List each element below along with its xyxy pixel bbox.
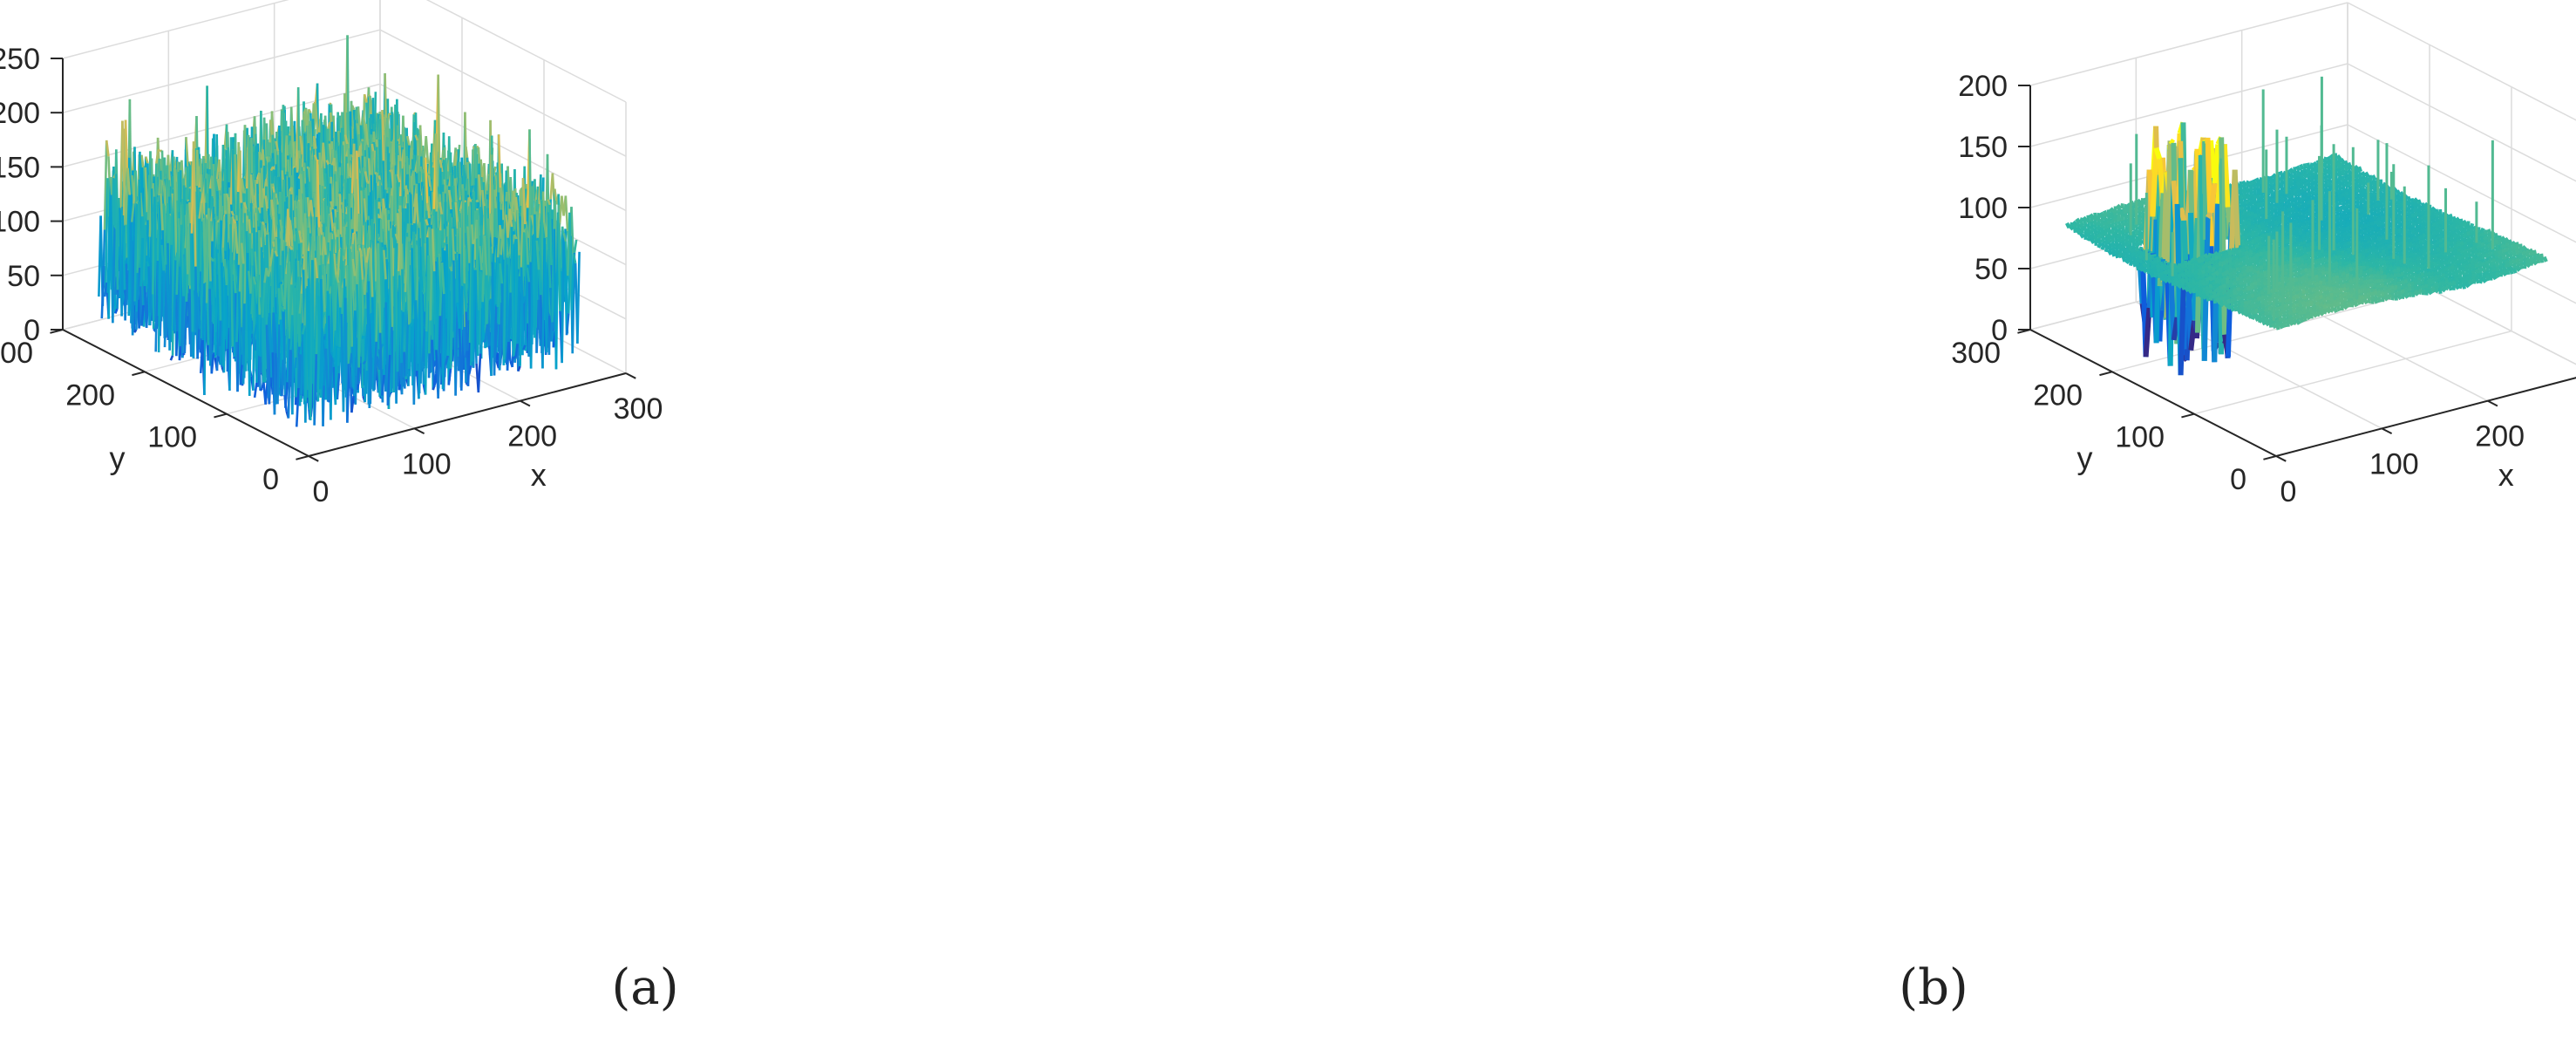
surface-segment bbox=[155, 149, 160, 164]
grid-line bbox=[62, 0, 289, 59]
surface-segment bbox=[145, 156, 149, 164]
surface-segment bbox=[314, 103, 319, 134]
surface-segment bbox=[133, 329, 138, 333]
surface-segment bbox=[130, 203, 135, 222]
surface-segment bbox=[185, 137, 189, 167]
surface-segment bbox=[103, 140, 108, 230]
surface-segment bbox=[124, 257, 129, 264]
surface-segment bbox=[105, 140, 110, 157]
surface-segment bbox=[275, 140, 280, 152]
surface-segment bbox=[140, 304, 146, 326]
surface-segment bbox=[329, 102, 332, 106]
surface-plot-a: 01002003000100200300050100150200250xy bbox=[0, 0, 663, 508]
surface-segment bbox=[363, 93, 368, 103]
surface-segment bbox=[146, 261, 150, 267]
surface-segment bbox=[364, 123, 370, 148]
surface-segment bbox=[126, 167, 132, 195]
surface-segment bbox=[142, 224, 147, 281]
surface-segment bbox=[114, 308, 119, 314]
surface-segment bbox=[308, 108, 312, 114]
surface-segment bbox=[327, 121, 331, 129]
surface-segment bbox=[121, 215, 126, 290]
surface-segment bbox=[169, 355, 174, 361]
surface-mesh bbox=[98, 35, 581, 427]
grid-line bbox=[379, 83, 627, 212]
surface-segment bbox=[157, 148, 161, 153]
surface-segment bbox=[144, 167, 149, 213]
panel-a: 01002003000100200300050100150200250xy (a… bbox=[0, 0, 679, 1016]
surface-segment bbox=[388, 112, 392, 116]
surface-segment bbox=[112, 225, 116, 324]
surface-segment bbox=[181, 352, 186, 356]
grid-line bbox=[425, 0, 627, 103]
surface-segment bbox=[299, 135, 304, 155]
surface-segment bbox=[140, 154, 145, 168]
grid-line bbox=[62, 29, 381, 113]
grid-line bbox=[379, 29, 627, 157]
surface-segment bbox=[133, 203, 139, 302]
